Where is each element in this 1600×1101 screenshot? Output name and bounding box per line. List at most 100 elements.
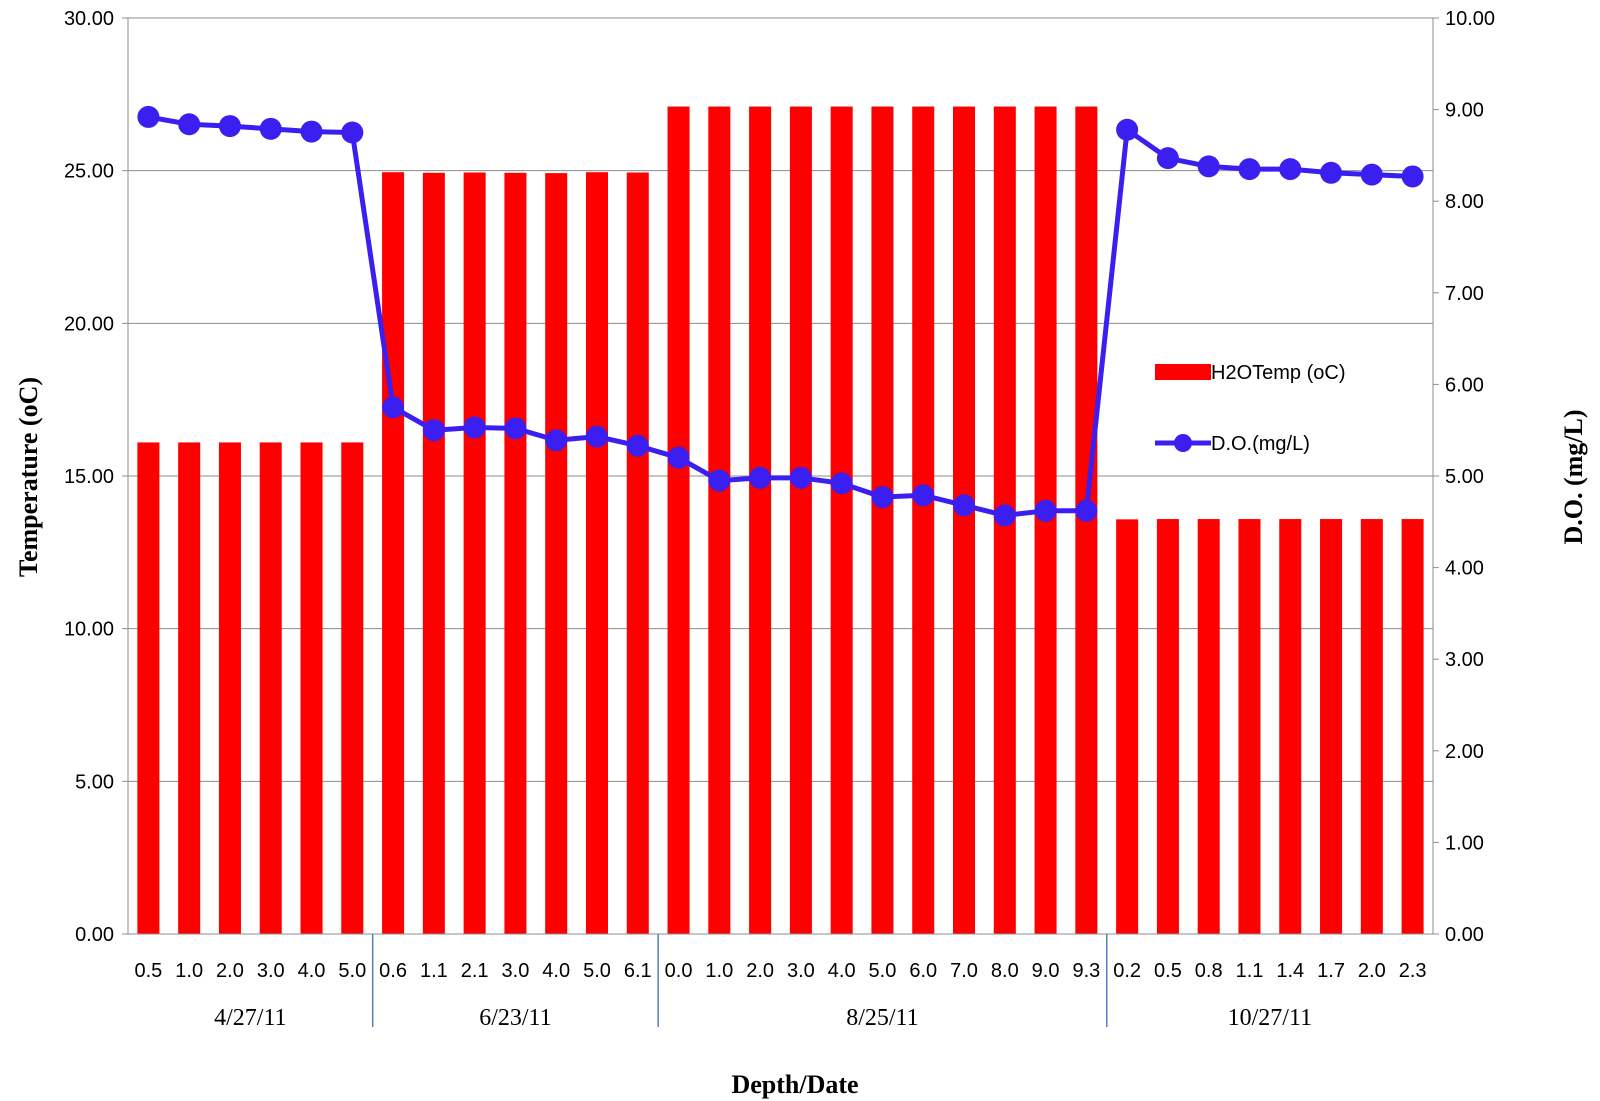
group-label: 4/27/11 bbox=[214, 1005, 286, 1031]
x-axis-title: Depth/Date bbox=[731, 1070, 858, 1099]
legend-label-temperature: H2OTemp (oC) bbox=[1211, 362, 1345, 384]
right-tick-label: 8.00 bbox=[1445, 191, 1484, 213]
do-line bbox=[147, 114, 1413, 518]
temperature-bar bbox=[178, 442, 201, 934]
do-point bbox=[626, 434, 649, 457]
category-label: 0.0 bbox=[665, 960, 693, 982]
right-tick-label: 0.00 bbox=[1445, 924, 1484, 946]
category-label: 2.3 bbox=[1399, 960, 1427, 982]
temperature-bar bbox=[422, 172, 445, 934]
category-label: 5.0 bbox=[869, 960, 897, 982]
category-labels: 0.5 1.0 2.0 3.0 4.0 5.0 0.6 1.1 2.1 3.0 4.0 5.0 6.1 0… bbox=[134, 960, 1426, 982]
do-point bbox=[953, 494, 976, 517]
do-point bbox=[382, 396, 405, 419]
temperature-bar bbox=[1360, 519, 1383, 934]
temperature-bar bbox=[912, 106, 935, 934]
category-label: 8.0 bbox=[991, 960, 1019, 982]
temperature-bar bbox=[1401, 519, 1424, 934]
do-point bbox=[422, 419, 445, 442]
do-point bbox=[1401, 165, 1424, 188]
right-tick-label: 3.00 bbox=[1445, 649, 1484, 671]
temperature-bar bbox=[830, 106, 853, 934]
do-point bbox=[218, 115, 241, 138]
category-label: 1.4 bbox=[1276, 960, 1304, 982]
category-label: 7.0 bbox=[950, 960, 978, 982]
group-label: 10/27/11 bbox=[1228, 1005, 1312, 1031]
group-label: 8/25/11 bbox=[846, 1005, 918, 1031]
left-y-axis-title: Temperature (oC) bbox=[14, 377, 43, 577]
temperature-bar bbox=[1156, 519, 1179, 934]
category-label: 0.2 bbox=[1113, 960, 1141, 982]
do-point bbox=[708, 469, 731, 492]
category-label: 0.5 bbox=[1154, 960, 1182, 982]
category-label: 5.0 bbox=[583, 960, 611, 982]
category-label: 5.0 bbox=[338, 960, 366, 982]
right-tick-label: 9.00 bbox=[1445, 100, 1484, 122]
temperature-bar bbox=[341, 442, 364, 934]
category-label: 1.0 bbox=[705, 960, 733, 982]
left-tick-label: 5.00 bbox=[75, 771, 114, 793]
do-point bbox=[749, 466, 772, 489]
temperature-bar bbox=[1279, 519, 1302, 934]
category-label: 1.7 bbox=[1317, 960, 1345, 982]
do-point bbox=[137, 105, 160, 128]
category-label: 2.1 bbox=[461, 960, 489, 982]
temperature-bar bbox=[626, 172, 649, 935]
temperature-bar bbox=[218, 442, 241, 934]
category-label: 2.0 bbox=[1358, 960, 1386, 982]
right-tick-label: 10.00 bbox=[1445, 8, 1495, 30]
do-point bbox=[871, 486, 894, 509]
temperature-bar bbox=[463, 172, 486, 935]
temperature-bar bbox=[667, 106, 690, 934]
do-point bbox=[259, 117, 282, 140]
category-label: 4.0 bbox=[828, 960, 856, 982]
do-point bbox=[1320, 161, 1343, 184]
temperature-bar bbox=[1116, 519, 1139, 934]
left-tick-label: 15.00 bbox=[64, 466, 114, 488]
do-point bbox=[545, 429, 568, 452]
left-tick-label: 20.00 bbox=[64, 313, 114, 335]
group-labels: 4/27/11 6/23/11 8/25/11 10/27/11 bbox=[214, 934, 1312, 1031]
category-label: 9.3 bbox=[1072, 960, 1100, 982]
temperature-bar bbox=[708, 106, 731, 934]
category-label: 6.1 bbox=[624, 960, 652, 982]
group-label: 6/23/11 bbox=[479, 1005, 551, 1031]
do-point bbox=[912, 484, 935, 507]
do-point bbox=[1238, 158, 1261, 181]
do-point bbox=[993, 504, 1016, 527]
right-y-axis-title: D.O. (mg/L) bbox=[1559, 409, 1588, 544]
right-tick-label: 6.00 bbox=[1445, 374, 1484, 396]
do-point bbox=[1197, 155, 1220, 178]
temperature-bar bbox=[545, 173, 568, 935]
right-tick-label: 4.00 bbox=[1445, 558, 1484, 580]
category-label: 6.0 bbox=[909, 960, 937, 982]
category-label: 2.0 bbox=[746, 960, 774, 982]
legend-label-do: D.O.(mg/L) bbox=[1211, 433, 1310, 455]
left-tick-label: 30.00 bbox=[64, 8, 114, 30]
right-tick-label: 5.00 bbox=[1445, 466, 1484, 488]
temperature-bar bbox=[259, 442, 282, 934]
category-label: 3.0 bbox=[787, 960, 815, 982]
temperature-bar bbox=[300, 442, 323, 934]
temperature-bars bbox=[137, 106, 1424, 935]
left-tick-label: 10.00 bbox=[64, 619, 114, 641]
do-point bbox=[300, 120, 323, 143]
temperature-bar bbox=[1320, 519, 1343, 934]
temperature-bar bbox=[953, 106, 976, 934]
category-label: 0.6 bbox=[379, 960, 407, 982]
do-point bbox=[1075, 499, 1098, 522]
left-tick-label: 25.00 bbox=[64, 161, 114, 183]
category-label: 1.1 bbox=[1236, 960, 1264, 982]
left-tick-label: 0.00 bbox=[75, 924, 114, 946]
temperature-bar bbox=[1197, 519, 1220, 934]
legend: H2OTemp (oC) D.O.(mg/L) bbox=[1155, 362, 1345, 455]
do-point bbox=[1360, 163, 1383, 186]
category-label: 3.0 bbox=[502, 960, 530, 982]
temperature-bar bbox=[749, 106, 772, 934]
do-point bbox=[1034, 499, 1057, 522]
temperature-bar bbox=[382, 172, 405, 934]
temperature-bar bbox=[789, 106, 812, 934]
temperature-bar bbox=[1238, 519, 1261, 934]
category-label: 9.0 bbox=[1032, 960, 1060, 982]
